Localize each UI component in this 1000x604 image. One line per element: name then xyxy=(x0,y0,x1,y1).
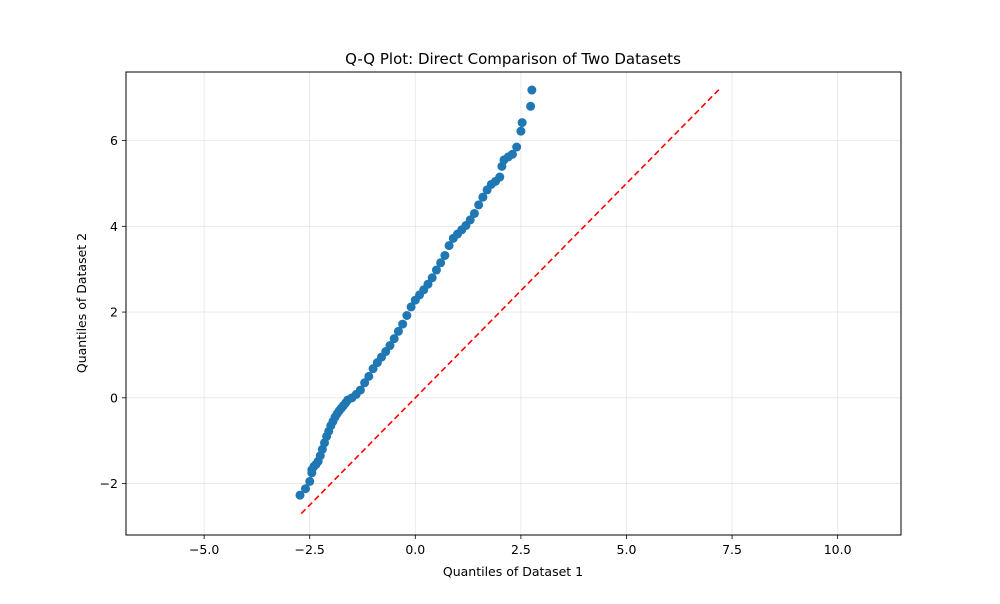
y-tick-label: 4 xyxy=(110,219,118,234)
reference-line-layer xyxy=(300,88,720,515)
data-point xyxy=(360,378,370,388)
x-tick-label: 10.0 xyxy=(824,542,852,557)
y-tick-label: −2 xyxy=(100,476,118,491)
data-point xyxy=(427,273,437,283)
data-point xyxy=(517,118,527,128)
grid xyxy=(126,72,901,535)
x-tick-label: 5.0 xyxy=(617,542,637,557)
x-axis-label: Quantiles of Dataset 1 xyxy=(443,564,583,579)
x-tick-label: −5.0 xyxy=(189,542,219,557)
y-ticks: −2 0 2 4 6 xyxy=(100,133,126,491)
y-axis-label: Quantiles of Dataset 2 xyxy=(74,233,89,373)
data-point xyxy=(526,101,536,111)
y-tick-label: 0 xyxy=(110,390,118,405)
axes-frame xyxy=(125,71,902,536)
data-point xyxy=(440,250,450,260)
chart-title: Q-Q Plot: Direct Comparison of Two Datas… xyxy=(345,50,681,68)
reference-line xyxy=(300,88,720,515)
scatter-points xyxy=(295,85,537,500)
data-point xyxy=(389,334,399,344)
data-point xyxy=(431,265,441,275)
x-tick-label: 7.5 xyxy=(722,542,742,557)
data-point xyxy=(393,326,403,336)
data-point xyxy=(385,341,395,351)
data-point xyxy=(444,241,454,251)
data-point xyxy=(474,200,484,210)
data-point xyxy=(465,215,475,225)
data-point xyxy=(305,476,315,486)
x-tick-label: 2.5 xyxy=(511,542,531,557)
data-point xyxy=(423,279,433,289)
y-tick-label: 6 xyxy=(110,133,118,148)
data-point xyxy=(355,385,365,395)
data-point xyxy=(507,149,517,159)
data-point xyxy=(402,311,412,321)
data-point xyxy=(300,484,310,494)
data-point xyxy=(495,172,505,182)
data-point xyxy=(436,258,446,268)
data-point xyxy=(527,85,537,95)
x-tick-label: −2.5 xyxy=(295,542,325,557)
data-point xyxy=(406,302,416,312)
data-point xyxy=(364,371,374,381)
y-tick-label: 2 xyxy=(110,305,118,320)
data-point xyxy=(512,142,522,152)
data-point xyxy=(478,192,488,202)
x-tick-label: 0.0 xyxy=(405,542,425,557)
x-ticks: −5.0 −2.5 0.0 2.5 5.0 7.5 10.0 xyxy=(189,535,852,557)
data-point xyxy=(469,208,479,218)
data-point xyxy=(295,490,305,500)
data-point xyxy=(516,126,526,136)
data-point xyxy=(398,319,408,329)
